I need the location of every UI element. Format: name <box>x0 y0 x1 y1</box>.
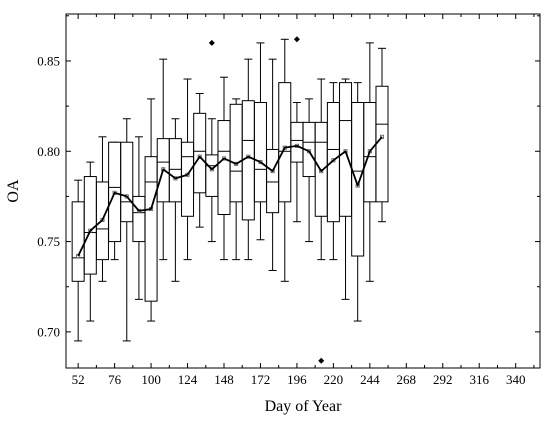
box-iqr <box>351 102 365 257</box>
box-4 <box>120 118 134 342</box>
box-iqr <box>120 141 134 223</box>
x-tick-label: 124 <box>178 372 198 387</box>
box-11 <box>205 118 219 243</box>
box-6 <box>144 98 158 322</box>
box-iqr <box>132 195 146 243</box>
y-axis-title: OA <box>5 179 22 203</box>
x-tick-label: 76 <box>108 372 122 387</box>
outlier-point <box>318 357 325 364</box>
box-iqr <box>266 148 280 214</box>
box-15 <box>253 42 267 241</box>
outlier-point <box>293 36 300 43</box>
x-tick-label: 52 <box>72 372 85 387</box>
x-tick-label: 148 <box>214 372 234 387</box>
box-21 <box>326 82 340 261</box>
box-iqr <box>375 85 389 203</box>
x-axis-title: Day of Year <box>265 398 343 415</box>
box-iqr <box>181 141 195 217</box>
box-iqr <box>71 201 85 282</box>
mean-marker <box>379 134 384 139</box>
x-tick-label: 220 <box>324 372 344 387</box>
box-iqr <box>144 156 158 302</box>
boxes-layer <box>71 38 389 342</box>
box-iqr <box>253 102 267 203</box>
box-iqr <box>241 100 255 221</box>
x-tick-label: 100 <box>141 372 161 387</box>
x-tick-label: 292 <box>433 372 453 387</box>
box-iqr <box>205 154 219 197</box>
box-iqr <box>278 82 292 203</box>
plot-frame <box>65 13 541 369</box>
mean-line <box>77 136 383 257</box>
box-0 <box>71 179 85 342</box>
x-tick-label: 196 <box>287 372 307 387</box>
box-5 <box>132 136 146 300</box>
y-tick-label: 0.85 <box>37 53 60 68</box>
box-23 <box>351 82 365 322</box>
outlier-point <box>208 39 215 46</box>
box-iqr <box>229 103 243 203</box>
box-7 <box>156 58 170 261</box>
box-19 <box>302 98 316 243</box>
box-12 <box>217 76 231 261</box>
box-iqr <box>168 138 182 203</box>
x-tick-label: 244 <box>360 372 380 387</box>
x-tick-label: 172 <box>251 372 271 387</box>
y-tick-label: 0.75 <box>37 234 60 249</box>
y-tick-label: 0.70 <box>37 324 60 339</box>
box-22 <box>339 78 353 300</box>
x-tick-label: 340 <box>506 372 526 387</box>
box-iqr <box>290 121 304 163</box>
x-tick-label: 316 <box>469 372 489 387</box>
box-1 <box>83 161 97 322</box>
box-20 <box>314 78 328 261</box>
box-18 <box>290 102 304 223</box>
outliers-layer <box>208 36 325 364</box>
y-tick-label: 0.80 <box>37 144 60 159</box>
box-iqr <box>193 112 207 194</box>
box-iqr <box>217 120 231 215</box>
box-13 <box>229 98 243 261</box>
box-25 <box>375 47 389 223</box>
axes-layer <box>65 13 541 369</box>
box-8 <box>168 118 182 282</box>
box-17 <box>278 38 292 282</box>
tick-labels-layer: 52 76 100 124 148 172 196 220 244 268 292 316 340 0.7… <box>37 53 525 387</box>
box-iqr <box>83 176 97 275</box>
x-tick-label: 268 <box>397 372 417 387</box>
mean-line-layer <box>77 136 383 257</box>
